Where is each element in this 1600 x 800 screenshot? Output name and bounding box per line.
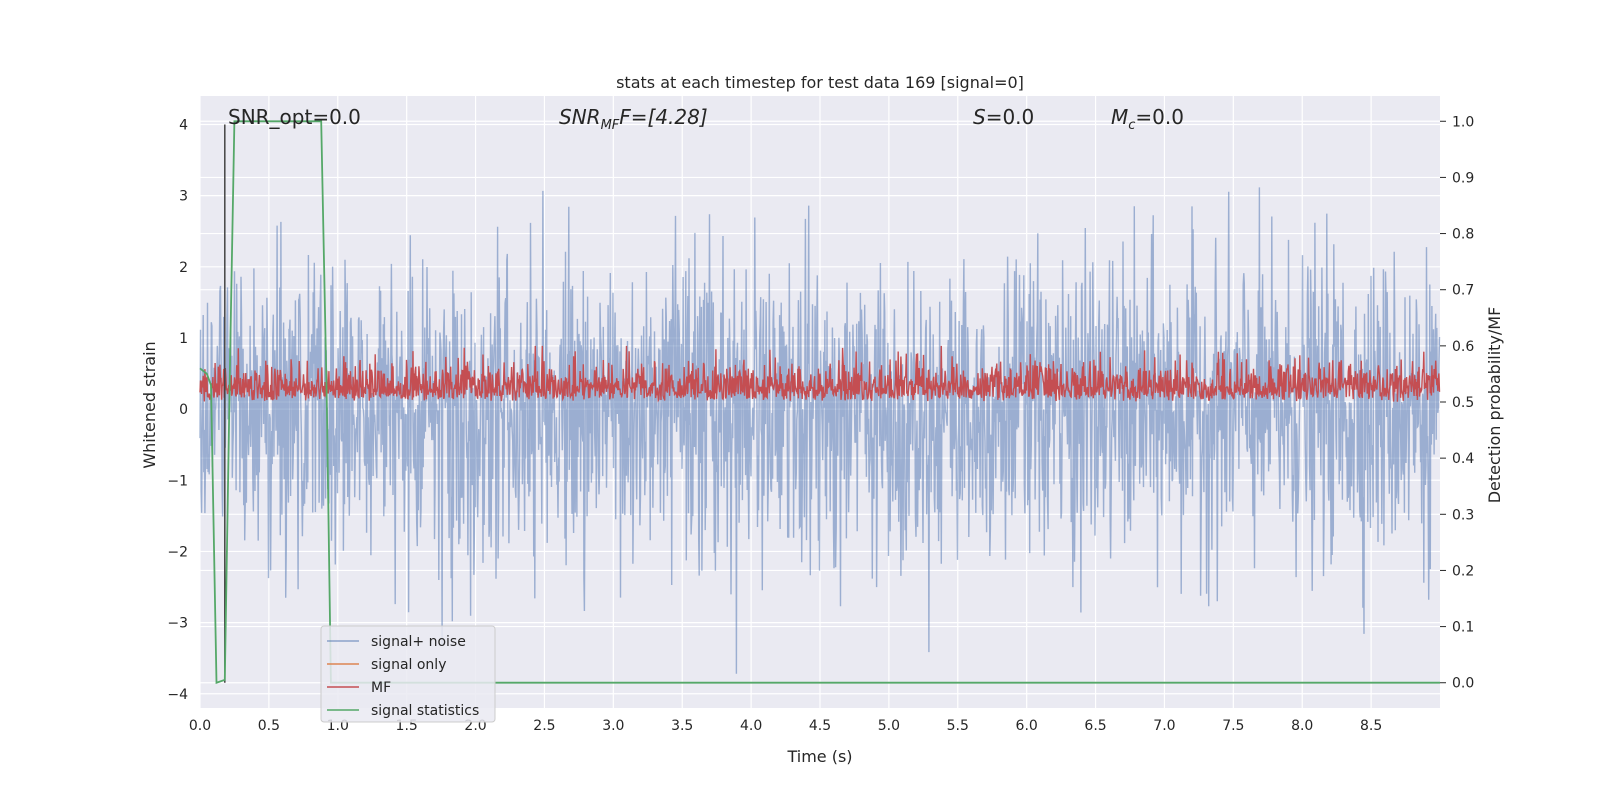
- series-mf: [199, 345, 1441, 403]
- y-tick-label: −1: [167, 473, 188, 489]
- legend-label: signal statistics: [371, 703, 479, 719]
- x-tick-label: 0.5: [258, 718, 280, 734]
- x-tick-label: 7.0: [1153, 718, 1175, 734]
- y2-tick-label: 0.1: [1452, 620, 1474, 636]
- y2-tick-label: 0.4: [1452, 451, 1474, 467]
- y-tick-label: −4: [167, 687, 188, 703]
- x-tick-label: 8.0: [1291, 718, 1313, 734]
- x-tick-label: 0.0: [189, 718, 211, 734]
- x-axis-label: Time (s): [786, 747, 852, 766]
- legend-label: MF: [371, 680, 391, 696]
- annotation-mc-main: M: [1111, 105, 1128, 129]
- x-tick-label: 2.5: [533, 718, 555, 734]
- legend-box: [320, 625, 496, 723]
- chart-title: stats at each timestep for test data 169…: [616, 73, 1024, 92]
- y2-tick-label: 0.6: [1452, 339, 1474, 355]
- x-tick-label: 4.0: [740, 718, 762, 734]
- y2-tick-label: 0.9: [1452, 170, 1474, 186]
- y-axis-label: Whitened strain: [140, 341, 159, 468]
- y-tick-label: 3: [179, 189, 188, 205]
- x-tick-label: 8.5: [1360, 718, 1382, 734]
- annotation-s-main: S: [973, 105, 986, 129]
- legend: signal+ noise signal only MF signal statist…: [320, 625, 496, 723]
- x-tick-label: 3.5: [671, 718, 693, 734]
- y2-tick-label: 0.8: [1452, 227, 1474, 243]
- y2-tick-label: 1.0: [1452, 114, 1474, 130]
- x-tick-label: 5.5: [947, 718, 969, 734]
- y2-axis-label: Detection probability/MF: [1485, 307, 1504, 504]
- y-tick-label: 1: [179, 331, 188, 347]
- x-tick-label: 3.0: [602, 718, 624, 734]
- legend-label: signal+ noise: [371, 634, 466, 650]
- annotation-mc: Mc=0.0: [1111, 105, 1184, 133]
- x-tick-label: 6.5: [1084, 718, 1106, 734]
- annotation-snr-mf-rest: F=[4.28]: [619, 105, 707, 129]
- annotation-snr-opt: SNR_opt=0.0: [228, 105, 361, 129]
- y-tick-label: 0: [179, 402, 188, 418]
- x-tick-label: 5.0: [878, 718, 900, 734]
- series-signal-noise: [199, 187, 1441, 674]
- y-tick-label: −2: [167, 544, 188, 560]
- y2-tick-label: 0.5: [1452, 395, 1474, 411]
- y-tick-label: −3: [167, 616, 188, 632]
- annotation-mc-sub: c: [1128, 118, 1135, 133]
- annotation-s-rest: =0.0: [986, 105, 1035, 129]
- legend-label: signal only: [371, 657, 446, 673]
- y2-tick-label: 0.3: [1452, 507, 1474, 523]
- x-tick-label: 6.0: [1016, 718, 1038, 734]
- y2-tick-label: 0.2: [1452, 563, 1474, 579]
- ticks: 0.0 0.5 1.0 1.5 2.0 2.5 3.0 3.5 4.0 4.5 5.0 5.5 6.0 6…: [167, 114, 1474, 734]
- annotation-snr-mf: SNRMFF=[4.28]: [559, 105, 708, 133]
- x-tick-label: 4.5: [809, 718, 831, 734]
- y2-tick-label: 0.0: [1452, 676, 1474, 692]
- annotation-snr-mf-main: SNR: [559, 105, 601, 129]
- y-tick-label: 4: [179, 117, 188, 133]
- y2-tick-label: 0.7: [1452, 283, 1474, 299]
- annotation-s: S=0.0: [973, 105, 1034, 129]
- y-tick-label: 2: [179, 260, 188, 276]
- annotation-mc-rest: =0.0: [1135, 105, 1184, 129]
- x-tick-label: 7.5: [1222, 718, 1244, 734]
- annotation-snr-mf-sub: MF: [601, 118, 620, 133]
